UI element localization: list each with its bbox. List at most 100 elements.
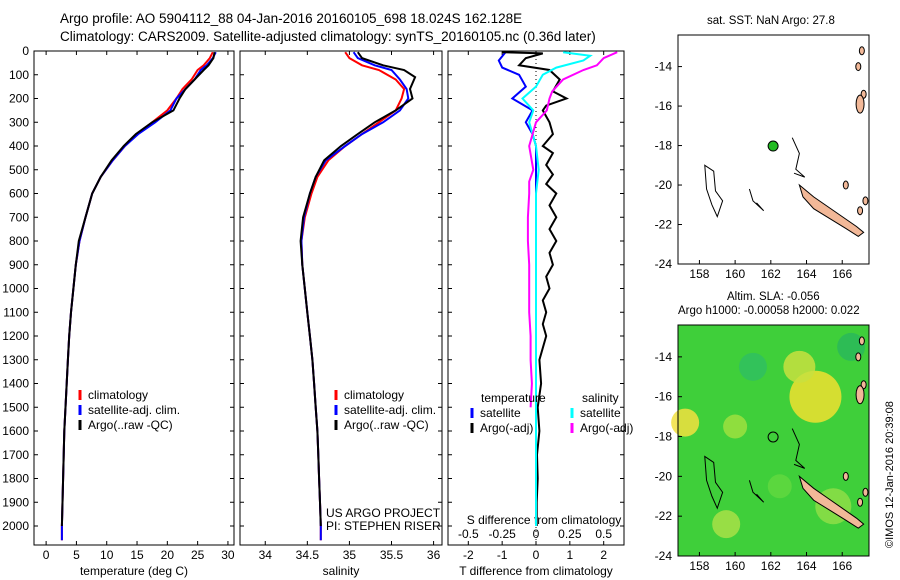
series-line-satellite <box>521 51 593 526</box>
y-tick-label: 1200 <box>2 329 29 343</box>
legend-label: satellite-adj. clim. <box>88 403 180 417</box>
legend-label: Argo(..raw -QC) <box>88 418 173 432</box>
map-y-tick-label: -16 <box>655 390 673 404</box>
legend-label: satellite-adj. clim. <box>344 403 436 417</box>
y-tick-label: 1500 <box>2 400 29 414</box>
new-caledonia-island <box>798 183 865 237</box>
x-tick-label: 5 <box>73 548 80 562</box>
header-line-2: Climatology: CARS2009. Satellite-adjuste… <box>60 29 596 44</box>
argo-position-marker <box>767 431 779 443</box>
top-axis-label: S difference from climatology <box>467 513 622 527</box>
map-x-tick-label: 160 <box>725 267 745 281</box>
map-y-tick-label: -14 <box>655 350 673 364</box>
x-tick-label: 36 <box>427 548 441 562</box>
series-line-satelliteadjclim <box>300 51 410 541</box>
x-axis-label: salinity <box>323 564 360 578</box>
small-island <box>862 487 869 497</box>
y-tick-label: 700 <box>9 210 29 224</box>
map-y-tick-label: -14 <box>655 60 673 74</box>
small-island <box>857 497 864 507</box>
y-tick-label: 900 <box>9 258 29 272</box>
reef-outline <box>791 428 806 469</box>
legend-label: climatology <box>88 388 148 402</box>
top-scale-tick-label: 0 <box>533 527 540 541</box>
map-x-tick-label: 162 <box>761 559 781 573</box>
top-scale-tick-label: -0.5 <box>458 527 479 541</box>
reef-outline <box>748 188 765 212</box>
series-line-argorawqc <box>299 51 417 527</box>
panel-frame-1 <box>33 50 235 546</box>
x-tick-label: 1 <box>567 548 574 562</box>
x-tick-label: 10 <box>100 548 114 562</box>
header-line-1: Argo profile: AO 5904112_88 04-Jan-2016 … <box>60 11 523 26</box>
x-tick-label: -2 <box>463 548 474 562</box>
top-scale-tick-label: 0.25 <box>558 527 582 541</box>
small-island <box>858 46 865 56</box>
sst-map-title: sat. SST: NaN Argo: 27.8 <box>707 15 835 27</box>
map-y-tick-label: -22 <box>655 218 673 232</box>
sla-anomaly-patch <box>738 352 767 381</box>
sla-anomaly-patch <box>767 474 792 499</box>
small-island <box>855 62 862 72</box>
y-tick-label: 400 <box>9 139 29 153</box>
x-tick-label: -1 <box>497 548 508 562</box>
series-line-climatology <box>60 51 214 541</box>
series-line-climatology <box>300 51 406 541</box>
map-y-tick-label: -22 <box>655 509 673 523</box>
sla-anomaly-patch <box>723 414 748 439</box>
map-x-tick-label: 162 <box>761 267 781 281</box>
map-x-tick-label: 164 <box>797 559 817 573</box>
map-y-tick-label: -20 <box>655 469 673 483</box>
legend-heading: temperature <box>481 391 546 405</box>
y-tick-label: 600 <box>9 187 29 201</box>
legend-label: Argo(-adj) <box>580 421 633 435</box>
sla-map-subtitle: Argo h1000: -0.00058 h2000: 0.022 <box>678 305 860 317</box>
x-tick-label: 35.5 <box>380 548 404 562</box>
map-x-tick-label: 158 <box>689 559 709 573</box>
y-tick-label: 1800 <box>2 472 29 486</box>
top-scale-tick-label: -0.25 <box>488 527 516 541</box>
sla-anomaly-patch <box>789 370 842 423</box>
y-tick-label: 500 <box>9 163 29 177</box>
series-line-argoadj <box>526 51 618 408</box>
chesterfield-reef-outline <box>704 455 724 510</box>
x-tick-label: 0 <box>533 548 540 562</box>
new-caledonia-island <box>798 474 865 529</box>
series-line-satelliteadjclim <box>60 51 217 541</box>
small-island <box>855 352 862 362</box>
y-tick-label: 800 <box>9 234 29 248</box>
top-scale-tick-label: 0.5 <box>595 527 612 541</box>
y-tick-label: 1100 <box>3 305 29 319</box>
y-tick-label: 1700 <box>2 448 29 462</box>
sla-map-title: Altim. SLA: -0.056 <box>727 291 820 303</box>
map-x-tick-label: 164 <box>797 267 817 281</box>
map-y-tick-label: -18 <box>655 139 673 153</box>
sla-map <box>671 324 870 557</box>
y-tick-label: 1000 <box>2 282 29 296</box>
sla-anomaly-patch <box>783 350 816 383</box>
y-tick-label: 300 <box>9 115 29 129</box>
legend-label: satellite <box>580 406 621 420</box>
legend-label: climatology <box>344 388 404 402</box>
small-island <box>858 336 865 346</box>
x-tick-label: 30 <box>221 548 235 562</box>
map-x-tick-label: 160 <box>725 559 745 573</box>
y-tick-label: 1400 <box>2 377 29 391</box>
x-tick-label: 25 <box>191 548 205 562</box>
map-y-tick-label: -20 <box>655 178 673 192</box>
x-axis-label: T difference from climatology <box>459 564 613 578</box>
x-tick-label: 15 <box>130 548 144 562</box>
vanuatu-island <box>855 94 865 114</box>
map-y-tick-label: -24 <box>655 257 673 271</box>
x-tick-label: 20 <box>161 548 175 562</box>
x-tick-label: 2 <box>600 548 607 562</box>
y-tick-label: 100 <box>9 68 29 82</box>
y-tick-label: 1900 <box>2 495 29 509</box>
reef-outline <box>791 137 806 178</box>
vanuatu-island <box>855 385 865 405</box>
reef-outline <box>748 480 765 503</box>
sla-anomaly-patch <box>671 408 700 437</box>
map-frame <box>677 324 870 557</box>
panel-frame-2 <box>239 50 443 546</box>
